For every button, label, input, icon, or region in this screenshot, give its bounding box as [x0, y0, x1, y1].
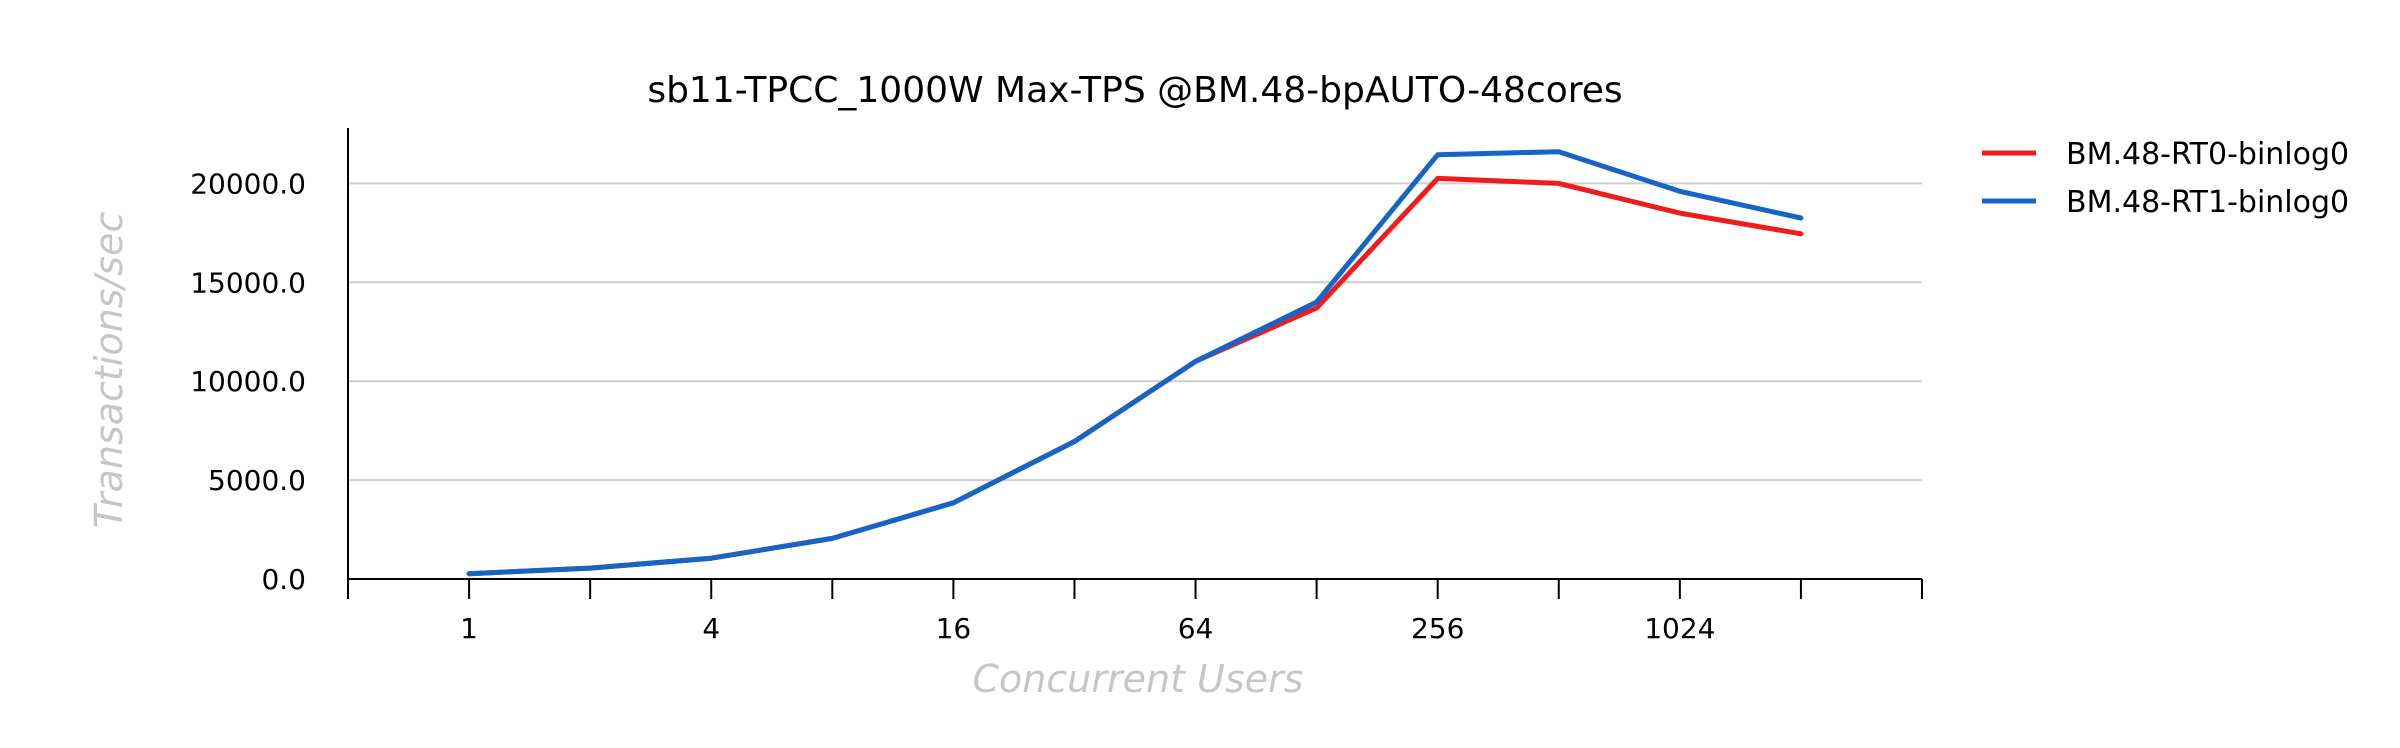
- x-axis-ticks: 1 4 16 64 256 1024: [347, 579, 1923, 645]
- y-axis-label: Transactions/sec: [87, 212, 131, 529]
- series-lines: [466, 149, 1804, 577]
- x-axis-label: Concurrent Users: [973, 657, 1304, 701]
- x-tick-label: 4: [702, 612, 720, 645]
- x-tick-label: 1024: [1644, 612, 1715, 645]
- series-line-1: [466, 175, 1804, 577]
- gridlines: [348, 182, 1922, 482]
- legend-label: BM.48-RT1-binlog0: [2066, 185, 2349, 220]
- y-tick-label: 15000.0: [190, 266, 306, 299]
- y-tick-label: 0.0: [261, 563, 306, 596]
- legend-label: BM.48-RT0-binlog0: [2066, 137, 2349, 172]
- y-tick-label: 5000.0: [208, 464, 306, 497]
- x-tick-label: 16: [936, 612, 972, 645]
- series-line-2: [466, 149, 1804, 577]
- x-tick-label: 256: [1411, 612, 1464, 645]
- legend: BM.48-RT0-binlog0 BM.48-RT1-binlog0: [1982, 137, 2349, 220]
- y-tick-label: 10000.0: [190, 365, 306, 398]
- x-tick-label: 1: [460, 612, 478, 645]
- y-axis-ticks: 0.0 5000.0 10000.0 15000.0 20000.0: [190, 167, 306, 596]
- x-tick-label: 64: [1178, 612, 1214, 645]
- axes: [347, 128, 1922, 580]
- chart-title: sb11-TPCC_1000W Max-TPS @BM.48-bpAUTO-48…: [647, 70, 1622, 111]
- y-tick-label: 20000.0: [190, 167, 306, 200]
